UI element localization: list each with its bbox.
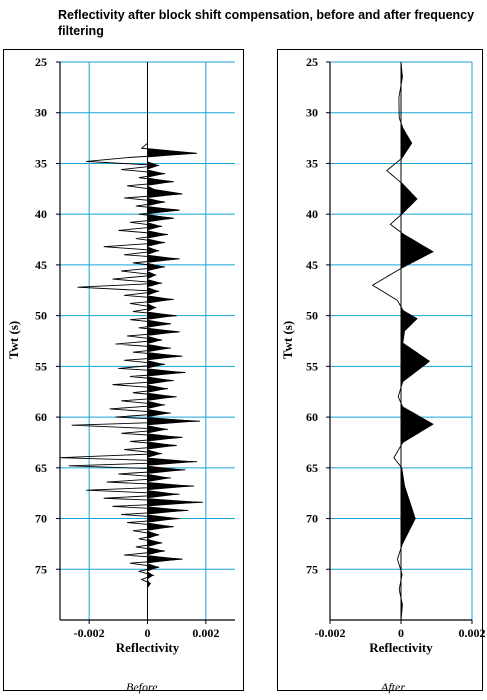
after-ytick-label: 40 <box>306 207 318 221</box>
before-ytick-label: 55 <box>35 359 47 373</box>
after-panel-frame <box>277 49 483 691</box>
before-y-axis-title: Twt (s) <box>6 321 21 359</box>
before-ytick-label: 60 <box>35 410 47 424</box>
after-ytick-label: 25 <box>306 55 318 69</box>
before-ytick-label: 25 <box>35 55 47 69</box>
after-positive-fill <box>401 62 433 620</box>
before-positive-fill <box>147 62 203 620</box>
before-panel-frame <box>3 49 244 691</box>
after-xtick-label: 0.002 <box>459 626 486 640</box>
after-ytick-label: 70 <box>306 512 318 526</box>
before-xtick-label: -0.002 <box>74 626 105 640</box>
after-ytick-label: 60 <box>306 410 318 424</box>
page-title: Reflectivity after block shift compensat… <box>58 8 475 38</box>
before-ytick-label: 75 <box>35 562 47 576</box>
after-ytick-label: 75 <box>306 562 318 576</box>
after-x-axis-title: Reflectivity <box>369 640 433 655</box>
before-ytick-label: 65 <box>35 461 47 475</box>
after-ytick-label: 55 <box>306 359 318 373</box>
before-ytick-label: 30 <box>35 106 47 120</box>
before-reflectivity-trace <box>59 62 203 620</box>
after-ytick-label: 65 <box>306 461 318 475</box>
before-ytick-label: 35 <box>35 156 47 170</box>
after-ytick-label: 45 <box>306 258 318 272</box>
before-ytick-label: 50 <box>35 309 47 323</box>
after-caption: After <box>381 680 405 694</box>
before-caption: Before <box>126 680 158 694</box>
before-x-axis-title: Reflectivity <box>116 640 180 655</box>
before-xtick-label: 0.002 <box>192 626 219 640</box>
before-ytick-label: 45 <box>35 258 47 272</box>
before-ytick-label: 40 <box>35 207 47 221</box>
after-reflectivity-trace <box>371 61 434 621</box>
after-ytick-label: 35 <box>306 156 318 170</box>
after-xtick-label: -0.002 <box>315 626 346 640</box>
after-xtick-label: 0 <box>398 626 404 640</box>
after-ytick-label: 30 <box>306 106 318 120</box>
before-xtick-label: 0 <box>145 626 151 640</box>
after-ytick-label: 50 <box>306 309 318 323</box>
before-ytick-label: 70 <box>35 512 47 526</box>
after-y-axis-title: Twt (s) <box>280 321 295 359</box>
